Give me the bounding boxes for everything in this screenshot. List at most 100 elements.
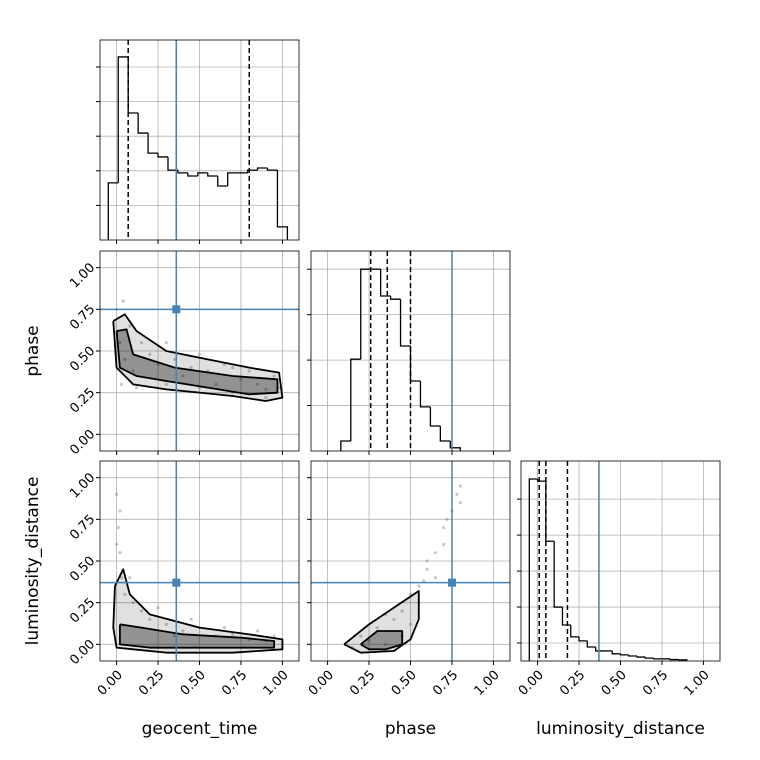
sample-point — [214, 382, 218, 386]
histogram-bin — [653, 658, 662, 660]
sample-point — [131, 601, 135, 605]
histogram-bin — [177, 170, 188, 174]
sample-point — [131, 369, 135, 373]
y-tick-label: 0.75 — [67, 512, 98, 543]
sample-point — [247, 369, 251, 373]
histogram-bin — [429, 406, 441, 427]
x-tick-label: 0.50 — [178, 668, 209, 699]
sample-point — [417, 584, 421, 588]
panel — [307, 250, 511, 455]
sample-point — [239, 377, 243, 381]
y-tick-label: 0.50 — [67, 554, 98, 585]
x-tick-label: 0.75 — [640, 668, 671, 699]
histogram-bin — [545, 481, 555, 542]
x-tick-label: 0.00 — [516, 668, 547, 699]
sample-point — [222, 626, 226, 630]
x-axis-label: luminosity_distance — [536, 719, 705, 739]
histogram-bin — [246, 169, 258, 173]
sample-point — [181, 629, 185, 633]
sample-point — [164, 382, 168, 386]
sample-point — [128, 324, 132, 328]
truth-marker — [447, 578, 456, 587]
histogram-bin — [389, 296, 401, 300]
x-tick-label: 1.00 — [261, 668, 292, 699]
sample-point — [118, 341, 122, 345]
sample-point — [164, 622, 168, 626]
histogram-bin — [207, 172, 218, 177]
sample-point — [119, 576, 124, 580]
sample-point — [181, 374, 185, 378]
x-tick-label: 0.50 — [599, 668, 630, 699]
x-tick-label: 1.00 — [472, 668, 503, 699]
histogram-bin — [669, 658, 679, 661]
panel: 0.00 0.25 0.50 0.75 1.00 — [516, 460, 721, 699]
sample-point — [123, 592, 127, 596]
sample-point — [442, 542, 446, 546]
x-tick-label: 0.75 — [430, 668, 461, 699]
histogram-bin — [528, 478, 538, 661]
histogram-bin — [570, 625, 580, 638]
y-tick-label: 0.50 — [67, 344, 98, 375]
histogram-bin — [553, 541, 563, 608]
x-tick-label: 0.75 — [219, 668, 250, 699]
histogram-bin — [561, 607, 571, 626]
truth-marker — [172, 578, 181, 587]
sample-point — [384, 642, 388, 646]
histogram-bin — [340, 440, 351, 451]
sample-point — [118, 509, 122, 513]
x-tick-label: 0.25 — [347, 668, 378, 699]
histogram-bin — [636, 655, 646, 658]
sample-point — [425, 567, 429, 571]
sample-point — [433, 551, 437, 555]
sample-point — [189, 617, 193, 621]
histogram-bin — [157, 153, 168, 158]
x-tick-label: 0.50 — [389, 668, 420, 699]
histogram-bin — [399, 299, 411, 347]
panel: 0.00 0.25 0.50 0.75 1.00 0.00 0.25 0.50 0.75 1.00 — [67, 460, 300, 699]
sample-point — [422, 579, 426, 583]
panel: 0.00 0.25 0.50 0.75 1.00 — [67, 250, 300, 458]
y-tick-label: 0.25 — [67, 385, 98, 416]
histogram-bin — [360, 268, 371, 360]
histogram-bin — [677, 659, 688, 661]
histogram-bin — [578, 636, 588, 642]
sample-point — [197, 352, 202, 356]
sample-point — [264, 387, 268, 391]
x-tick-label: 1.00 — [682, 668, 713, 699]
panel-frame — [99, 250, 300, 452]
y-tick-label: 0.25 — [67, 595, 98, 626]
plot-area — [112, 492, 285, 654]
sample-point — [231, 366, 235, 370]
panel — [96, 39, 300, 244]
x-tick-label: 0.25 — [136, 668, 167, 699]
y-tick-label: 1.00 — [67, 470, 98, 501]
truth-marker — [172, 305, 181, 314]
histogram-bin — [644, 657, 654, 659]
sample-point — [164, 341, 168, 345]
sample-point — [367, 639, 371, 643]
histogram-bin — [419, 381, 431, 408]
x-axis-label: phase — [385, 719, 436, 739]
histogram-bin — [276, 170, 289, 240]
contour — [360, 630, 404, 651]
sample-point — [255, 382, 260, 386]
contour — [119, 623, 276, 649]
sample-point — [392, 617, 396, 621]
y-tick-label: 0.00 — [67, 427, 98, 458]
sample-point — [116, 526, 120, 530]
sample-point — [458, 501, 462, 505]
histogram-bin — [380, 269, 391, 297]
histogram-bin — [217, 175, 228, 187]
sample-point — [139, 609, 144, 613]
sample-point — [231, 632, 235, 636]
sample-point — [442, 526, 446, 530]
sample-point — [114, 492, 119, 496]
sample-point — [148, 617, 152, 621]
panel-frame — [99, 460, 300, 662]
plot-area — [343, 484, 462, 654]
x-tick-label: 0.00 — [306, 668, 337, 699]
histogram-bin — [107, 182, 119, 240]
sample-point — [121, 299, 125, 303]
sample-point — [458, 484, 462, 488]
